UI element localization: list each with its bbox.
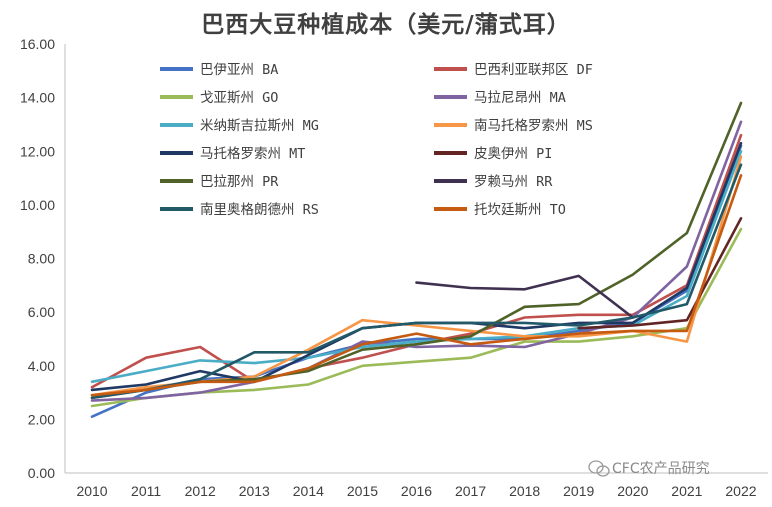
y-tick-label: 8.00 <box>28 251 55 267</box>
legend-label: 南马托格罗索州 MS <box>474 118 593 134</box>
legend-item-to: 托坎廷斯州 TO <box>434 202 566 218</box>
y-tick-label: 10.00 <box>20 197 55 213</box>
x-tick-label: 2021 <box>671 483 702 499</box>
series-lines <box>90 101 743 418</box>
series-line-ba <box>90 144 743 418</box>
y-tick-label: 0.00 <box>28 465 55 481</box>
y-tick-label: 14.00 <box>20 90 55 106</box>
x-tick-label: 2020 <box>617 483 648 499</box>
series-line-df <box>90 133 743 389</box>
legend-item-go: 戈亚斯州 GO <box>160 90 278 106</box>
watermark-text: CFC农产品研究 <box>612 461 710 477</box>
legend-label: 巴拉那州 PR <box>200 174 279 190</box>
legend-label: 南里奥格朗德州 RS <box>200 201 319 218</box>
legend-item-mt: 马托格罗索州 MT <box>160 146 305 162</box>
series-line-rs <box>90 163 743 400</box>
legend: 巴伊亚州 BA 巴西利亚联邦区 DF 戈亚斯州 GO 马拉尼昂州 MA 米纳斯吉拉斯州 … <box>160 62 593 218</box>
y-tick-label: 12.00 <box>20 143 55 159</box>
x-tick-label: 2014 <box>293 483 324 499</box>
legend-item-rs: 南里奥格朗德州 RS <box>160 201 319 218</box>
series-line-to <box>90 174 743 397</box>
legend-item-pi: 皮奥伊州 PI <box>434 145 552 162</box>
legend-item-ma: 马拉尼昂州 MA <box>434 90 566 106</box>
legend-label: 托坎廷斯州 TO <box>474 202 566 218</box>
legend-label: 戈亚斯州 GO <box>200 90 278 106</box>
series-line-pr <box>90 101 743 400</box>
legend-item-ba: 巴伊亚州 BA <box>160 62 278 78</box>
legend-label: 马托格罗索州 MT <box>200 146 305 162</box>
y-tick-label: 4.00 <box>28 358 55 374</box>
legend-item-mg: 米纳斯吉拉斯州 MG <box>160 118 319 134</box>
x-tick-label: 2011 <box>131 483 161 499</box>
x-tick-label: 2013 <box>239 483 270 499</box>
y-tick-label: 2.00 <box>28 411 55 427</box>
x-tick-label: 2019 <box>563 483 594 499</box>
series-line-ma <box>90 120 743 402</box>
legend-label: 米纳斯吉拉斯州 MG <box>200 118 319 134</box>
y-axis-ticks: 0.00 2.00 4.00 6.00 8.00 10.00 12.00 14.00 16.00 <box>20 36 55 481</box>
legend-label: 巴西利亚联邦区 DF <box>474 62 593 78</box>
x-tick-label: 2015 <box>347 483 378 499</box>
x-tick-label: 2018 <box>509 483 540 499</box>
x-tick-label: 2010 <box>76 483 107 499</box>
legend-item-pr: 巴拉那州 PR <box>160 174 279 190</box>
x-tick-label: 2017 <box>455 483 486 499</box>
legend-label: 巴伊亚州 BA <box>200 62 278 78</box>
chart-title: 巴西大豆种植成本（美元/蒲式耳） <box>201 11 570 38</box>
legend-item-ms: 南马托格罗索州 MS <box>434 118 593 134</box>
series-line-pi <box>577 217 743 330</box>
x-axis-ticks: 2010 2011 2012 2013 2014 2015 2016 2017 2018 2019… <box>76 483 756 499</box>
x-tick-label: 2016 <box>401 483 432 499</box>
x-tick-label: 2022 <box>725 483 756 499</box>
legend-label: 马拉尼昂州 MA <box>474 90 566 106</box>
watermark: CFC农产品研究 <box>588 460 710 477</box>
y-tick-label: 16.00 <box>20 36 55 52</box>
wechat-icon <box>588 460 610 477</box>
series-line-ms <box>90 155 743 397</box>
legend-item-rr: 罗赖马州 RR <box>434 174 553 190</box>
legend-item-df: 巴西利亚联邦区 DF <box>434 62 593 78</box>
series-line-rr <box>415 274 635 319</box>
x-tick-label: 2012 <box>185 483 216 499</box>
legend-label: 罗赖马州 RR <box>474 174 553 190</box>
y-tick-label: 6.00 <box>28 304 55 320</box>
legend-label: 皮奥伊州 PI <box>474 145 552 162</box>
